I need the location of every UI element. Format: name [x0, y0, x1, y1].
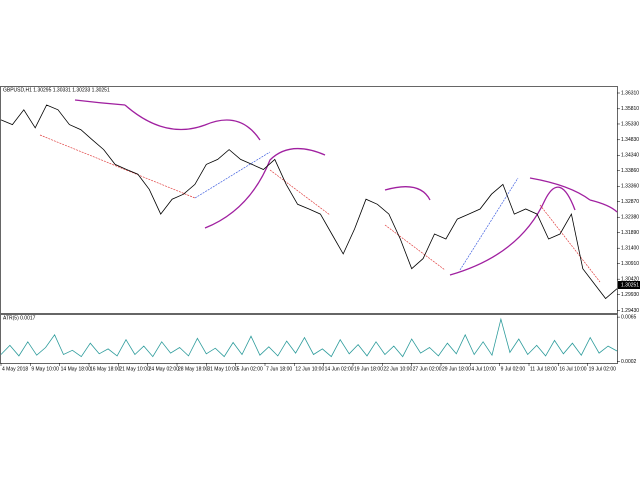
- y-tick-label: 1.32870: [621, 199, 639, 205]
- y-tick-label: 1.36310: [621, 90, 639, 96]
- x-tick-label: 9 Jul 02:00: [501, 366, 526, 372]
- x-tick-label: 7 Jun 18:00: [266, 366, 292, 372]
- x-tick-label: 28 May 18:00: [178, 366, 209, 372]
- y-tick-label: 1.31400: [621, 246, 639, 252]
- y-tick-label: 1.33860: [621, 168, 639, 174]
- main-panel: [0, 86, 618, 314]
- y-tick-label: 1.31890: [621, 230, 639, 236]
- x-tick-label: 19 Jul 02:00: [589, 366, 616, 372]
- x-tick-label: 24 May 02:00: [149, 366, 180, 372]
- y-tick-label: 1.29930: [621, 292, 639, 298]
- price-box: [618, 281, 640, 289]
- price-line: [0, 104, 618, 300]
- indicator-arc: [74, 99, 261, 141]
- y-tick-label: 1.34830: [621, 137, 639, 143]
- x-tick-label: 31 May 10:00: [207, 366, 238, 372]
- y-tick-label: 1.35330: [621, 121, 639, 127]
- x-tick-label: 19 Jun 18:00: [354, 366, 383, 372]
- y-tick-label: 0.0065: [621, 314, 637, 320]
- x-tick-label: 21 May 10:00: [119, 366, 150, 372]
- price-label: 1.30251: [621, 282, 639, 288]
- atr-title: ATR(5) 0.0017: [3, 315, 36, 321]
- x-tick-label: 9 May 10:00: [31, 366, 59, 372]
- y-tick-label: 1.32380: [621, 215, 639, 221]
- y-tick-label: 1.34340: [621, 153, 639, 159]
- y-tick-label: 0.0002: [621, 359, 637, 365]
- zigzag: [194, 151, 519, 271]
- y-tick-label: 1.33360: [621, 184, 639, 190]
- x-tick-label: 29 Jun 18:00: [442, 366, 471, 372]
- x-tick-label: 12 Jun 10:00: [295, 366, 324, 372]
- atr-panel: [0, 314, 618, 364]
- y-tick-label: 1.30910: [621, 261, 639, 267]
- y-tick-label: 1.29430: [621, 308, 639, 314]
- x-tick-label: 4 Jul 10:00: [471, 366, 496, 372]
- indicator-arc: [204, 148, 618, 276]
- y-tick-label: 1.35810: [621, 106, 639, 112]
- x-tick-label: 16 Jul 10:00: [559, 366, 586, 372]
- zigzag: [39, 134, 601, 283]
- x-tick-label: 16 May 18:00: [90, 366, 121, 372]
- x-tick-label: 14 May 18:00: [61, 366, 92, 372]
- x-tick-label: 4 May 2018: [2, 366, 28, 372]
- chart-title: GBPUSD,H1 1.30295 1.30331 1.30233 1.3025…: [3, 87, 110, 93]
- atr-line: [0, 317, 618, 358]
- x-tick-label: 14 Jun 02:00: [325, 366, 354, 372]
- x-tick-label: 5 Jun 02:00: [237, 366, 263, 372]
- x-tick-label: 22 Jun 10:00: [383, 366, 412, 372]
- y-tick-label: 1.30420: [621, 277, 639, 283]
- x-tick-label: 11 Jul 18:00: [530, 366, 557, 372]
- x-tick-label: 27 Jun 02:00: [413, 366, 442, 372]
